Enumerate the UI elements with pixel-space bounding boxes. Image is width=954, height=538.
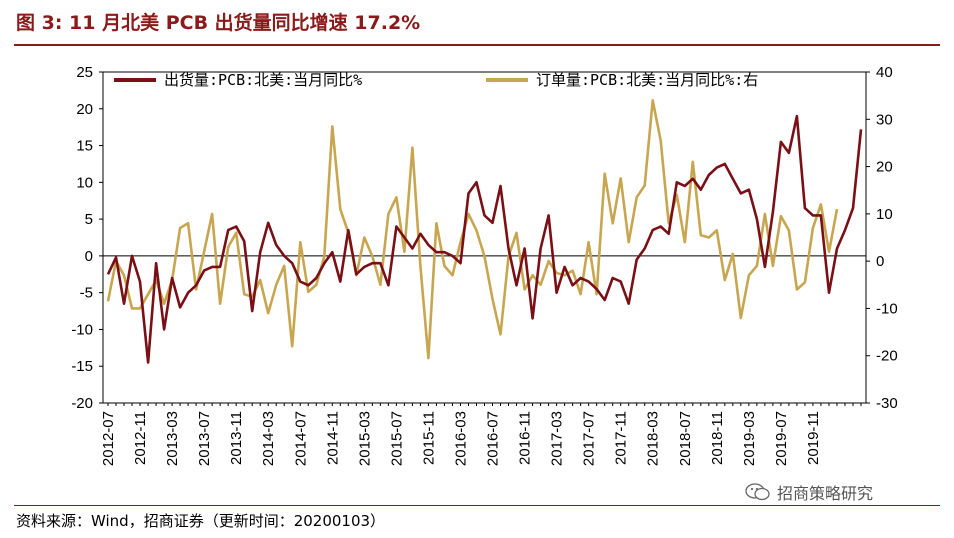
left-tick-label: 0 — [85, 248, 93, 265]
x-tick-label: 2018-11 — [709, 411, 726, 465]
series-line-orders — [106, 99, 839, 360]
x-tick-label: 2014-03 — [260, 411, 277, 466]
x-tick-label: 2017-03 — [549, 411, 566, 466]
x-tick-label: 2013-03 — [164, 411, 181, 466]
x-tick-label: 2018-03 — [645, 411, 662, 466]
x-tick-label: 2017-07 — [581, 411, 598, 466]
footer-divider — [14, 505, 940, 506]
x-tick-label: 2015-03 — [356, 411, 373, 466]
left-tick-label: 25 — [76, 64, 93, 81]
x-tick-label: 2016-03 — [452, 411, 469, 466]
right-tick-label: 20 — [876, 159, 893, 176]
x-tick-label: 2015-07 — [388, 411, 405, 466]
x-tick-label: 2016-07 — [485, 411, 502, 466]
left-tick-label: 20 — [76, 101, 93, 118]
left-tick-label: 5 — [85, 211, 93, 228]
source-note: 资料来源：Wind，招商证券（更新时间：20200103） — [16, 512, 386, 530]
wechat-icon — [745, 483, 770, 501]
right-tick-label: -20 — [876, 348, 898, 365]
x-tick-label: 2015-11 — [420, 411, 437, 465]
right-y-axis: 40 30 20 10 0 -10 -20 -30 — [866, 64, 898, 412]
plot-frame — [102, 71, 867, 404]
series-layer — [106, 99, 863, 364]
title-divider — [14, 44, 940, 46]
x-tick-label: 2012-11 — [132, 411, 149, 465]
right-tick-label: 0 — [876, 253, 884, 270]
plot-border — [102, 71, 867, 404]
x-tick-label: 2018-07 — [677, 411, 694, 466]
legend-orders-label: 订单量:PCB:北美:当月同比%:右 — [536, 71, 758, 89]
watermark-text: 招商策略研究 — [777, 484, 874, 503]
right-tick-label: 40 — [876, 64, 893, 81]
x-tick-label: 2013-07 — [196, 411, 213, 466]
x-axis: 2012-07 2012-11 2013-03 2013-07 2013-11 2014-… — [100, 403, 862, 466]
left-tick-label: -20 — [71, 395, 93, 412]
x-tick-label: 2019-07 — [773, 411, 790, 466]
left-tick-label: -15 — [71, 358, 93, 375]
left-tick-label: 10 — [76, 174, 93, 191]
right-tick-label: 10 — [876, 206, 893, 223]
series-line-shipments — [106, 114, 863, 364]
legend: 出货量:PCB:北美:当月同比% 订单量:PCB:北美:当月同比%:右 — [114, 71, 758, 89]
x-tick-label: 2012-07 — [100, 411, 117, 466]
x-tick-label: 2017-11 — [613, 411, 630, 465]
x-tick-label: 2019-11 — [805, 411, 822, 465]
right-tick-label: -10 — [876, 300, 898, 317]
left-tick-label: -10 — [71, 321, 93, 338]
figure-title: 图 3: 11 月北美 PCB 出货量同比增速 17.2% — [16, 12, 421, 34]
left-y-axis: 25 20 15 10 5 0 -5 -10 -15 -20 — [71, 64, 103, 412]
left-tick-label: 15 — [76, 138, 93, 155]
x-tick-label: 2016-11 — [517, 411, 534, 465]
watermark: 招商策略研究 — [745, 480, 873, 504]
x-tick-label: 2014-11 — [324, 411, 341, 465]
x-tick-label: 2014-07 — [292, 411, 309, 466]
right-tick-label: 30 — [876, 111, 893, 128]
x-tick-label: 2019-03 — [741, 411, 758, 466]
right-tick-label: -30 — [876, 395, 898, 412]
legend-shipments-label: 出货量:PCB:北美:当月同比% — [164, 71, 362, 89]
x-tick-label: 2013-11 — [228, 411, 245, 465]
left-tick-label: -5 — [80, 285, 93, 302]
